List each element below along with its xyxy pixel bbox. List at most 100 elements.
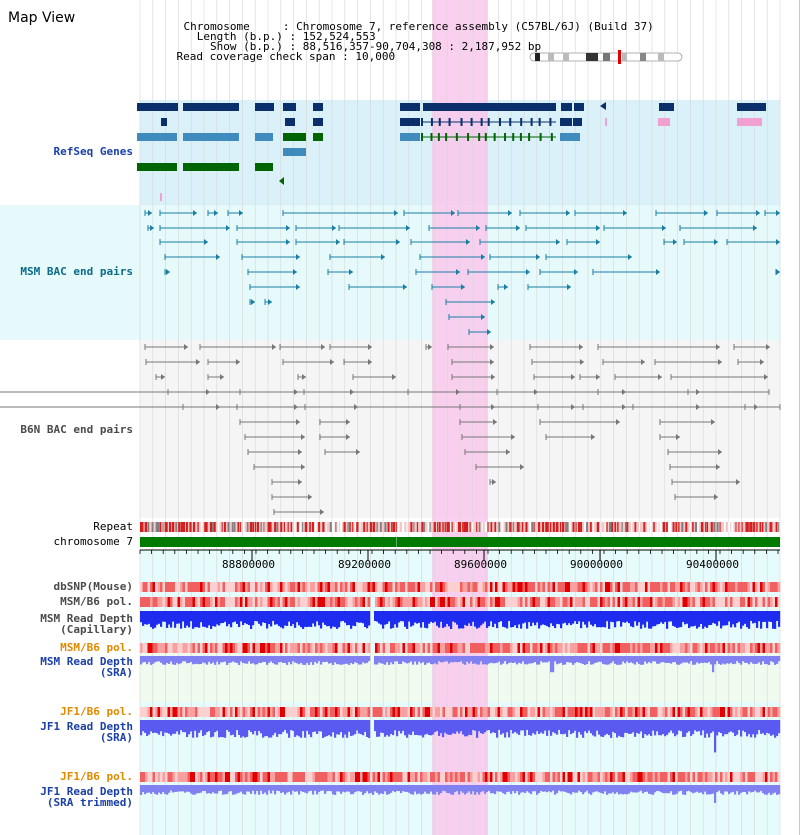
depth-bar <box>542 785 545 792</box>
depth-bar <box>734 611 737 628</box>
heat-cell <box>712 707 716 717</box>
track-label-jf1-b6-pol-2[interactable]: JF1/B6 pol. <box>60 770 133 783</box>
heat-cell <box>520 597 523 607</box>
track-label-jf1-b6-pol-1[interactable]: JF1/B6 pol. <box>60 705 133 718</box>
track-label-repeat[interactable]: Repeat <box>93 520 133 533</box>
heat-cell <box>392 582 396 592</box>
heat-cell <box>205 707 208 717</box>
heat-cell <box>712 772 716 782</box>
depth-bar <box>356 720 359 731</box>
heat-cell <box>760 772 763 782</box>
heat-cell <box>485 643 488 653</box>
heat-cell <box>425 772 428 782</box>
depth-bar <box>452 720 455 734</box>
heat-cell <box>720 597 723 607</box>
heat-cell <box>227 597 231 607</box>
heat-cell <box>260 772 263 782</box>
track-label-refseq[interactable]: RefSeq Genes <box>53 145 133 158</box>
heat-cell <box>140 772 143 782</box>
depth-bar <box>374 611 377 621</box>
heat-cell <box>450 582 453 592</box>
depth-bar <box>450 656 453 662</box>
depth-bar <box>454 720 457 734</box>
heat-cell <box>420 772 423 782</box>
depth-bar <box>510 611 513 628</box>
depth-bar <box>426 785 429 794</box>
track-label-msm-b6-pol-1[interactable]: MSM/B6 pol. <box>60 595 133 608</box>
track-label-b6n-bac[interactable]: B6N BAC end pairs <box>20 423 133 436</box>
depth-bar <box>644 611 647 628</box>
depth-bar <box>742 720 745 731</box>
heat-cell <box>160 707 163 717</box>
heat-cell <box>642 707 646 717</box>
depth-bar <box>446 656 449 662</box>
depth-bar <box>714 785 717 803</box>
track-label-dbsnp[interactable]: dbSNP(Mouse) <box>53 580 133 593</box>
heat-cell <box>225 707 228 717</box>
repeat-element <box>209 522 213 532</box>
track-label-jf1-depth-trimmed[interactable]: JF1 Read Depth (SRA trimmed) <box>40 785 133 809</box>
depth-bar <box>376 785 379 793</box>
depth-bar <box>158 720 161 735</box>
heat-cell <box>157 772 161 782</box>
bac-pair-arrow <box>481 254 485 260</box>
depth-bar <box>716 720 719 736</box>
depth-bar <box>756 656 759 664</box>
heat-cell <box>625 707 628 717</box>
track-label-msm-bac[interactable]: MSM BAC end pairs <box>20 265 133 278</box>
depth-bar <box>670 656 673 664</box>
depth-bar <box>524 611 527 623</box>
depth-bar <box>234 611 237 622</box>
heat-cell <box>160 597 163 607</box>
heat-cell <box>772 582 776 592</box>
heat-cell <box>385 597 388 607</box>
heat-cell <box>705 582 708 592</box>
depth-bar <box>714 611 717 624</box>
heat-cell <box>410 772 413 782</box>
heat-cell <box>442 772 446 782</box>
bac-pair-arrow <box>214 210 218 216</box>
heat-cell <box>465 643 468 653</box>
heat-cell <box>165 597 168 607</box>
depth-bar <box>522 720 525 731</box>
depth-bar <box>466 785 469 793</box>
track-label-jf1-depth-sra[interactable]: JF1 Read Depth (SRA) <box>40 720 133 744</box>
depth-bar <box>618 785 621 795</box>
heat-cell <box>705 707 708 717</box>
heat-cell <box>240 707 243 717</box>
depth-bar <box>362 785 365 795</box>
depth-bar <box>182 656 185 662</box>
depth-bar <box>608 785 611 794</box>
depth-bar <box>596 785 599 792</box>
heat-cell <box>330 643 333 653</box>
depth-bar <box>576 785 579 793</box>
heat-cell <box>660 772 663 782</box>
repeat-element <box>448 522 451 532</box>
gene-block <box>560 118 572 126</box>
depth-bar <box>640 611 643 629</box>
track-label-msm-depth-sra[interactable]: MSM Read Depth (SRA) <box>40 655 133 679</box>
heat-cell <box>612 772 616 782</box>
heat-cell <box>527 772 531 782</box>
depth-bar <box>530 656 533 664</box>
depth-bar <box>460 656 463 662</box>
track-label-msm-b6-pol-2[interactable]: MSM/B6 pol. <box>60 641 133 654</box>
heat-cell <box>752 582 756 592</box>
heat-cell <box>410 643 413 653</box>
heat-cell <box>327 772 331 782</box>
heat-cell <box>195 707 198 717</box>
heat-cell <box>737 707 741 717</box>
depth-bar <box>488 720 491 731</box>
track-label-msm-depth-capillary[interactable]: MSM Read Depth (Capillary) <box>40 612 133 636</box>
depth-bar <box>774 785 777 793</box>
depth-bar <box>770 656 773 662</box>
heat-cell <box>650 597 653 607</box>
repeat-element <box>416 522 419 532</box>
depth-bar <box>292 611 295 625</box>
bac-pair-arrow <box>676 434 680 440</box>
depth-bar <box>518 785 521 795</box>
depth-bar <box>540 720 543 733</box>
heat-cell <box>210 707 213 717</box>
depth-bar <box>412 611 415 626</box>
